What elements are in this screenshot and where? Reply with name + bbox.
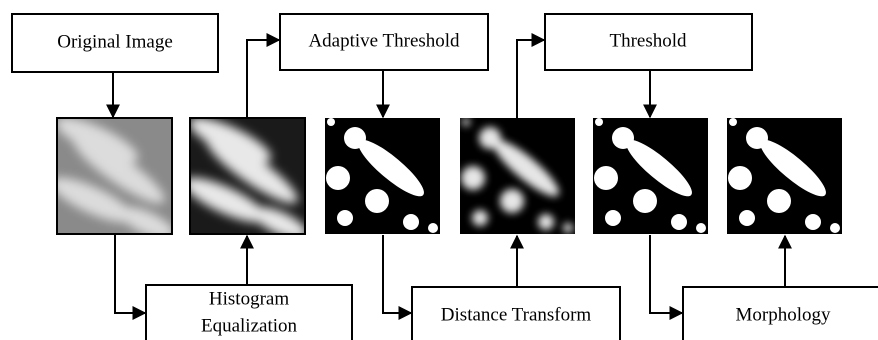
pipeline-diagram: Original Image Histogram Equalization Ad…	[0, 0, 878, 340]
arrow	[247, 40, 279, 118]
equalized-image	[179, 109, 312, 245]
threshold-image	[593, 118, 708, 234]
node-label: Equalization	[201, 315, 298, 336]
morphology-image	[727, 118, 842, 234]
arrow	[115, 235, 145, 313]
adaptive-threshold-image	[325, 118, 440, 234]
original-image	[46, 109, 179, 245]
node-label: Adaptive Threshold	[308, 30, 460, 51]
node-label: Threshold	[609, 30, 687, 51]
node-label: Morphology	[736, 304, 832, 325]
arrow	[383, 235, 411, 313]
distance-transform-image	[460, 118, 575, 234]
arrow	[517, 40, 544, 118]
node-label: Original Image	[57, 31, 173, 52]
node-label: Histogram	[209, 288, 289, 309]
arrow	[650, 235, 682, 313]
node-label: Distance Transform	[441, 304, 592, 325]
page: Original Image Histogram Equalization Ad…	[0, 0, 878, 340]
